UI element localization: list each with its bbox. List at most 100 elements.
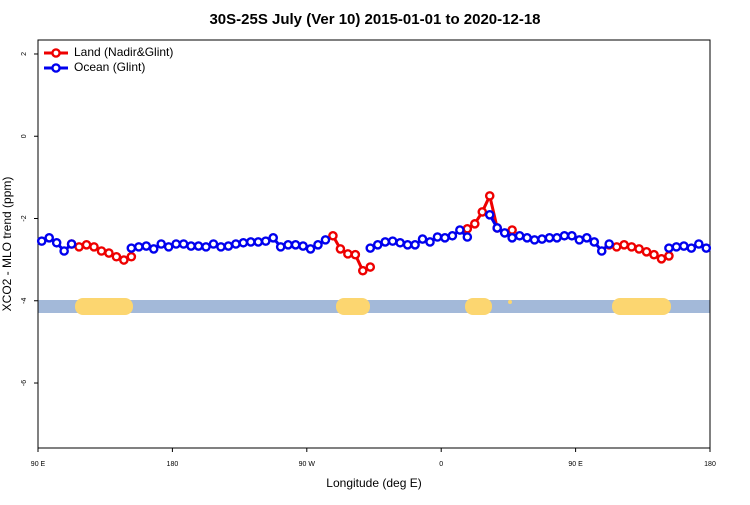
data-point — [679, 241, 689, 251]
data-point — [156, 239, 166, 249]
data-point — [335, 244, 346, 254]
data-point — [44, 233, 55, 243]
x-tick-label: 180 — [704, 461, 716, 468]
y-tick-label: 2 — [21, 52, 28, 56]
data-point — [484, 191, 495, 201]
data-point — [119, 255, 129, 265]
data-point — [634, 244, 644, 254]
data-point — [104, 248, 114, 258]
data-point — [126, 243, 137, 253]
data-point — [477, 207, 488, 217]
data-point — [455, 225, 465, 235]
data-point — [81, 240, 92, 250]
land-band — [336, 298, 370, 315]
data-point — [537, 234, 547, 244]
legend-label: Ocean (Glint) — [74, 60, 145, 74]
data-point — [357, 265, 368, 276]
data-point — [133, 242, 144, 252]
data-point — [365, 243, 376, 253]
data-point — [671, 242, 682, 252]
data-point — [514, 230, 525, 241]
data-point — [664, 251, 674, 261]
data-point — [425, 237, 435, 247]
y-tick-label: -4 — [21, 298, 28, 304]
data-point — [604, 239, 615, 249]
data-point — [701, 243, 712, 253]
x-axis-label: Longitude (deg E) — [326, 476, 421, 490]
legend-marker — [51, 63, 61, 73]
data-point — [656, 254, 667, 264]
data-point — [141, 241, 152, 251]
x-tick-label: 0 — [439, 461, 443, 468]
data-point — [59, 246, 69, 256]
data-point — [186, 241, 196, 251]
data-point — [462, 223, 473, 234]
data-point — [440, 233, 450, 243]
data-point — [74, 242, 84, 252]
data-point — [245, 237, 256, 247]
data-point — [36, 236, 47, 246]
data-point — [51, 237, 62, 248]
data-point — [499, 228, 510, 238]
data-point — [559, 230, 570, 241]
data-point — [260, 236, 271, 246]
y-tick-label: -2 — [21, 215, 28, 221]
land-band — [465, 298, 492, 315]
data-point — [313, 240, 323, 250]
legend-label: Land (Nadir&Glint) — [74, 45, 173, 59]
data-point — [469, 219, 480, 229]
land-band — [508, 300, 512, 304]
data-point — [641, 247, 652, 257]
data-point — [694, 239, 704, 249]
data-point — [253, 237, 264, 247]
data-point — [462, 232, 473, 242]
data-point — [111, 251, 122, 262]
data-point — [447, 230, 458, 241]
data-point — [626, 242, 637, 252]
legend-marker — [51, 48, 61, 58]
data-point — [208, 239, 219, 249]
x-tick-label: 90 W — [299, 461, 316, 468]
data-point — [328, 230, 338, 241]
data-point — [402, 240, 413, 250]
data-point — [298, 241, 308, 251]
data-point — [365, 262, 376, 272]
data-point — [410, 240, 420, 250]
data-point — [544, 233, 555, 243]
y-tick-label: 0 — [21, 134, 28, 138]
data-point — [589, 237, 600, 247]
data-point — [238, 237, 249, 248]
x-tick-label: 180 — [167, 461, 179, 468]
data-point — [148, 244, 159, 254]
land-band — [75, 298, 133, 315]
data-point — [395, 237, 405, 248]
data-point — [649, 249, 659, 260]
data-point — [686, 243, 697, 253]
data-point — [507, 225, 517, 235]
data-point — [216, 242, 226, 252]
data-point — [350, 249, 361, 260]
data-point — [178, 239, 189, 249]
data-point — [275, 242, 286, 252]
data-point — [283, 240, 293, 250]
data-point — [290, 240, 301, 250]
data-point — [372, 240, 383, 250]
data-point — [484, 209, 495, 220]
data-point — [223, 241, 234, 251]
data-point — [582, 233, 592, 243]
land-band — [612, 298, 671, 315]
data-point — [163, 242, 174, 252]
data-point — [193, 241, 204, 251]
data-point — [305, 244, 316, 254]
x-tick-label: 90 E — [31, 461, 46, 468]
land-ocean-band — [38, 298, 710, 315]
data-point — [89, 242, 99, 252]
data-point — [522, 233, 532, 243]
data-point — [268, 233, 279, 243]
data-point — [66, 239, 77, 249]
data-point — [552, 233, 562, 243]
data-point — [387, 236, 398, 246]
x-tick-label: 90 E — [568, 461, 583, 468]
